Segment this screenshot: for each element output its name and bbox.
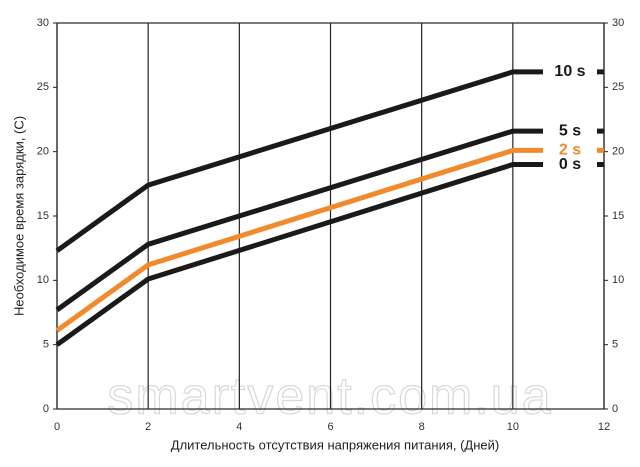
x-axis-label: Длительность отсутствия напряжения питан…	[171, 437, 499, 452]
x-tick-label: 6	[327, 421, 333, 433]
legend-bg	[543, 121, 597, 142]
y2-tick-label: 0	[612, 403, 618, 415]
x-tick-label: 10	[507, 421, 519, 433]
y2-tick-label: 25	[612, 81, 624, 93]
watermark: smartvent.com.ua	[107, 368, 552, 426]
y-tick-label: 30	[37, 17, 49, 29]
x-tick-label: 4	[236, 421, 242, 433]
y2-tick-label: 5	[612, 339, 618, 351]
y-tick-label: 25	[37, 81, 49, 93]
x-tick-label: 2	[145, 421, 151, 433]
y-tick-label: 15	[37, 210, 49, 222]
legend-bg	[543, 154, 597, 175]
y-tick-label: 20	[37, 146, 49, 158]
y2-tick-label: 20	[612, 146, 624, 158]
x-tick-label: 8	[419, 421, 425, 433]
plot-frame	[56, 22, 605, 410]
x-tick-label: 0	[54, 421, 60, 433]
y-tick-label: 0	[43, 403, 49, 415]
y2-tick-label: 15	[612, 210, 624, 222]
y-tick-label: 10	[37, 274, 49, 286]
legend-bg	[543, 61, 597, 82]
legend-label: 10 s	[554, 63, 585, 80]
y-axis-label: Необходимое время зарядки, (С)	[11, 116, 26, 316]
y2-tick-label: 30	[612, 17, 624, 29]
legend-label: 5 s	[559, 122, 581, 139]
legend-label: 0 s	[559, 156, 581, 173]
x-tick-label: 12	[598, 421, 610, 433]
legend-label: 2 s	[559, 142, 581, 159]
y-tick-label: 5	[43, 339, 49, 351]
y2-tick-label: 10	[612, 274, 624, 286]
